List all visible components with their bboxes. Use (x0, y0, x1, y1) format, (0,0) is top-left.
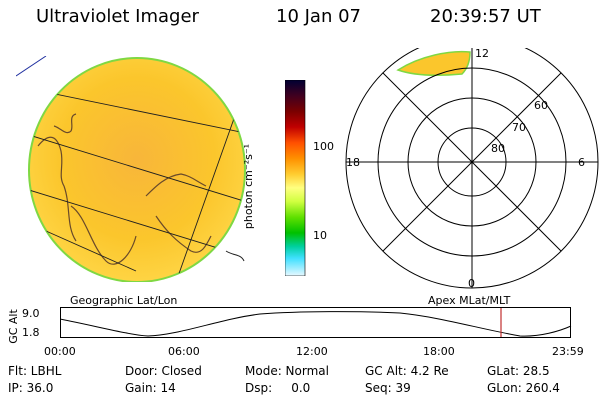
grid-edge-line (16, 56, 47, 77)
timeline-x-tick-1800: 18:00 (423, 345, 455, 358)
altitude-curve (60, 311, 572, 337)
observation-date: 10 Jan 07 (276, 6, 361, 27)
geographic-image-panel (16, 56, 246, 282)
timeline-y-tick-max: 9.0 (22, 307, 40, 320)
earth-disk (28, 57, 246, 282)
info-glat: GLat: 28.5 (487, 364, 550, 378)
polar-lat-label-80: 80 (491, 142, 505, 155)
info-dsp: Dsp: 0.0 (245, 381, 311, 395)
instrument-title: Ultraviolet Imager (36, 6, 199, 27)
info-door: Door: Closed (125, 364, 202, 378)
lat-lon-grid (29, 85, 245, 282)
info-filter: Flt: LBHL (8, 364, 62, 378)
timeline-x-tick-0600: 06:00 (168, 345, 200, 358)
polar-mlt-label-6: 6 (578, 156, 585, 169)
timeline-y-tick-min: 1.8 (22, 326, 40, 339)
auroral-emission-region (396, 50, 471, 76)
polar-diagonal-2 (382, 72, 562, 252)
info-gain: Gain: 14 (125, 381, 176, 395)
info-mode: Mode: Normal (245, 364, 329, 378)
timeline-x-tick-1200: 12:00 (296, 345, 328, 358)
colorbar-tick-10: 10 (313, 229, 327, 242)
info-ip: IP: 36.0 (8, 381, 54, 395)
intensity-colorbar (285, 80, 306, 276)
altitude-timeline (60, 307, 572, 338)
timeline-x-tick-0000: 00:00 (44, 345, 76, 358)
colorbar-tick-100: 100 (313, 140, 334, 153)
timeline-axis-label: GC Alt (6, 309, 20, 344)
timeline-x-tick-2359: 23:59 (552, 345, 584, 358)
geographic-caption: Geographic Lat/Lon (70, 294, 178, 307)
timeline-frame (60, 307, 571, 338)
colorbar-unit-label: photon cm⁻²s⁻¹ (242, 143, 256, 230)
polar-lat-label-70: 70 (512, 121, 526, 134)
info-gc-alt: GC Alt: 4.2 Re (365, 364, 449, 378)
polar-mlt-label-12: 12 (475, 47, 489, 60)
observation-time: 20:39:57 UT (430, 6, 541, 27)
polar-lat-label-60: 60 (534, 99, 548, 112)
apex-polar-plot (345, 48, 599, 289)
polar-mlt-label-18: 18 (346, 156, 360, 169)
island-outline (225, 250, 245, 262)
info-seq: Seq: 39 (365, 381, 411, 395)
apex-caption: Apex MLat/MLT (428, 294, 511, 307)
coastlines (37, 113, 212, 265)
info-glon: GLon: 260.4 (487, 381, 560, 395)
polar-mlt-label-0: 0 (468, 277, 475, 290)
